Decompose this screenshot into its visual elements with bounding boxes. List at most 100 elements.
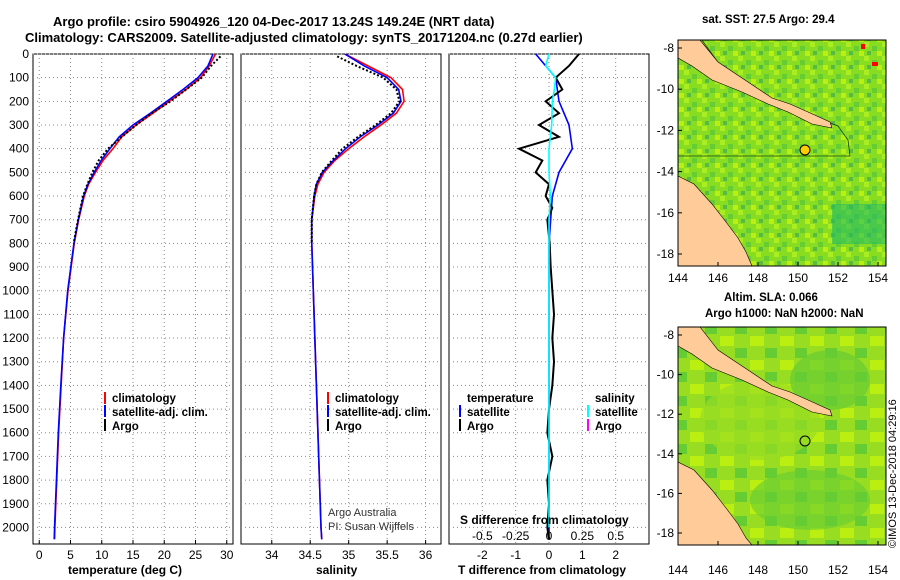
x-tick-label: 30: [220, 548, 234, 562]
depth-tick-label: 1900: [2, 497, 29, 511]
depth-axis: 0 100 200 300 400 500 600 700 800 900 1000 1100 1200…: [2, 47, 29, 534]
map-x-tick-label: 154: [868, 563, 888, 577]
map-x-tick-label: 154: [868, 271, 888, 285]
depth-tick-label: 1800: [2, 473, 29, 487]
x-tick-label: 2: [612, 548, 619, 562]
map-x-tick-label: 146: [708, 563, 728, 577]
map-x-tick-label: 152: [828, 271, 848, 285]
legend-climatology: climatology: [335, 393, 400, 405]
sst-map: sat. SST: 27.5 Argo: 29.4 144 146 148 150 15…: [657, 14, 889, 285]
x-tick-label: 0: [36, 548, 43, 562]
australia-land: [678, 175, 753, 266]
new-guinea-land: [678, 327, 833, 417]
legend-t-argo: Argo: [467, 421, 494, 433]
x-tick-label: -2: [477, 548, 488, 562]
s-tick-label: 0.5: [607, 529, 624, 543]
depth-tick-label: 400: [9, 142, 29, 156]
temperature-x-axis: 0 5 10 15 20 25 30: [36, 540, 234, 562]
series-line-satellite-adj-clim-: [53, 54, 214, 540]
difference-series: [516, 54, 580, 540]
salinity-x-axis: 34 34.5 35 35.5 36: [265, 540, 433, 562]
argo-position-marker: [799, 435, 811, 447]
x-tick-label: 1: [579, 548, 586, 562]
map-y-tick-label: -16: [657, 206, 675, 220]
sla-anomaly-blob: [750, 470, 870, 530]
legend-t-satellite: satellite: [467, 407, 510, 419]
x-tick-label: 35: [342, 548, 356, 562]
series-line-argo: [72, 55, 222, 244]
salinity-xlabel: salinity: [316, 563, 358, 577]
map-y-tick-label: -10: [657, 82, 675, 96]
depth-tick-label: 1700: [2, 449, 29, 463]
salinity-legend: climatology satellite-adj. clim. Argo Ar…: [327, 392, 431, 533]
map-y-tick-label: -8: [663, 41, 674, 55]
sla-map: Altim. SLA: 0.066 Argo h1000: NaN h2000:…: [657, 292, 889, 577]
map-y-tick-label: -14: [657, 165, 675, 179]
sst-map-title: sat. SST: 27.5 Argo: 29.4: [702, 14, 835, 26]
s-tick-label: -0.25: [502, 529, 530, 543]
legend-s-satellite: satellite: [595, 407, 638, 419]
x-tick-label: 35.5: [375, 548, 399, 562]
s-tick-label: 0.25: [571, 529, 595, 543]
sla-map-frame: [677, 326, 887, 546]
temperature-legend: climatology satellite-adj. clim. Argo: [104, 392, 208, 433]
map-x-tick-label: 148: [748, 271, 768, 285]
x-tick-label: 15: [126, 548, 140, 562]
depth-tick-label: 800: [9, 236, 29, 250]
temperature-series: [53, 54, 222, 540]
map-y-tick-label: -18: [657, 526, 675, 540]
depth-tick-label: 300: [9, 118, 29, 132]
argo-position-marker: [799, 144, 811, 156]
sla-map-title-2: Argo h1000: NaN h2000: NaN: [705, 308, 864, 320]
x-tick-label: 20: [158, 548, 172, 562]
depth-tick-label: 700: [9, 213, 29, 227]
map-x-tick-label: 146: [708, 271, 728, 285]
sst-cool-patch: [832, 204, 886, 244]
x-tick-label: 0: [546, 548, 553, 562]
legend-s-argo: Argo: [595, 421, 622, 433]
depth-tick-label: 1600: [2, 426, 29, 440]
depth-tick-label: 1000: [2, 284, 29, 298]
depth-tick-label: 1500: [2, 402, 29, 416]
sst-map-frame: [677, 39, 887, 267]
s-tick-label: -0.5: [472, 529, 493, 543]
credit-line-2: PI: Susan Wijffels: [328, 521, 414, 533]
sst-map-axes: 144 146 148 150 152 154 -8 -10 -12 -14 -16 -18: [657, 41, 889, 285]
map-y-tick-label: -12: [657, 123, 675, 137]
t-difference-xlabel: T difference from climatology: [458, 563, 626, 577]
map-x-tick-label: 150: [788, 563, 808, 577]
sst-hot-pixel: [872, 62, 878, 66]
x-tick-label: 34: [265, 548, 279, 562]
credit-line-1: Argo Australia: [328, 507, 397, 519]
x-tick-label: 10: [95, 548, 109, 562]
series-line-argo: [310, 55, 401, 244]
map-y-tick-label: -10: [657, 368, 675, 382]
depth-tick-label: 1100: [3, 307, 29, 321]
legend-satellite: satellite-adj. clim.: [112, 407, 208, 419]
series-line-salinity-satellite: [544, 54, 557, 528]
depth-tick-label: 2000: [2, 520, 29, 534]
difference-legend: temperature satellite Argo salinity sate…: [459, 393, 638, 433]
sla-map-axes: 144 146 148 150 152 154 -8 -10 -12 -14 -16 -18: [657, 328, 889, 577]
depth-tick-label: 500: [9, 165, 29, 179]
x-tick-label: 36: [419, 548, 433, 562]
temperature-xlabel: temperature (deg C): [68, 563, 182, 577]
map-y-tick-label: -8: [663, 328, 674, 342]
salinity-series: [310, 54, 405, 540]
depth-tick-label: 900: [9, 260, 29, 274]
x-tick-label: 25: [189, 548, 203, 562]
legend-climatology: climatology: [112, 393, 177, 405]
depth-tick-label: 600: [9, 189, 29, 203]
salinity-panel: [240, 53, 442, 545]
title-line-2: Climatology: CARS2009. Satellite-adjuste…: [25, 30, 583, 45]
sla-map-title-1: Altim. SLA: 0.066: [724, 292, 818, 304]
s-difference-xlabel: S difference from climatology: [460, 513, 629, 527]
map-y-tick-label: -14: [657, 447, 675, 461]
depth-tick-label: 0: [22, 47, 29, 61]
sla-anomaly-blob: [790, 350, 870, 410]
x-tick-label: 34.5: [299, 548, 323, 562]
legend-argo: Argo: [335, 421, 362, 433]
australia-land: [678, 461, 753, 545]
map-x-tick-label: 144: [668, 271, 688, 285]
